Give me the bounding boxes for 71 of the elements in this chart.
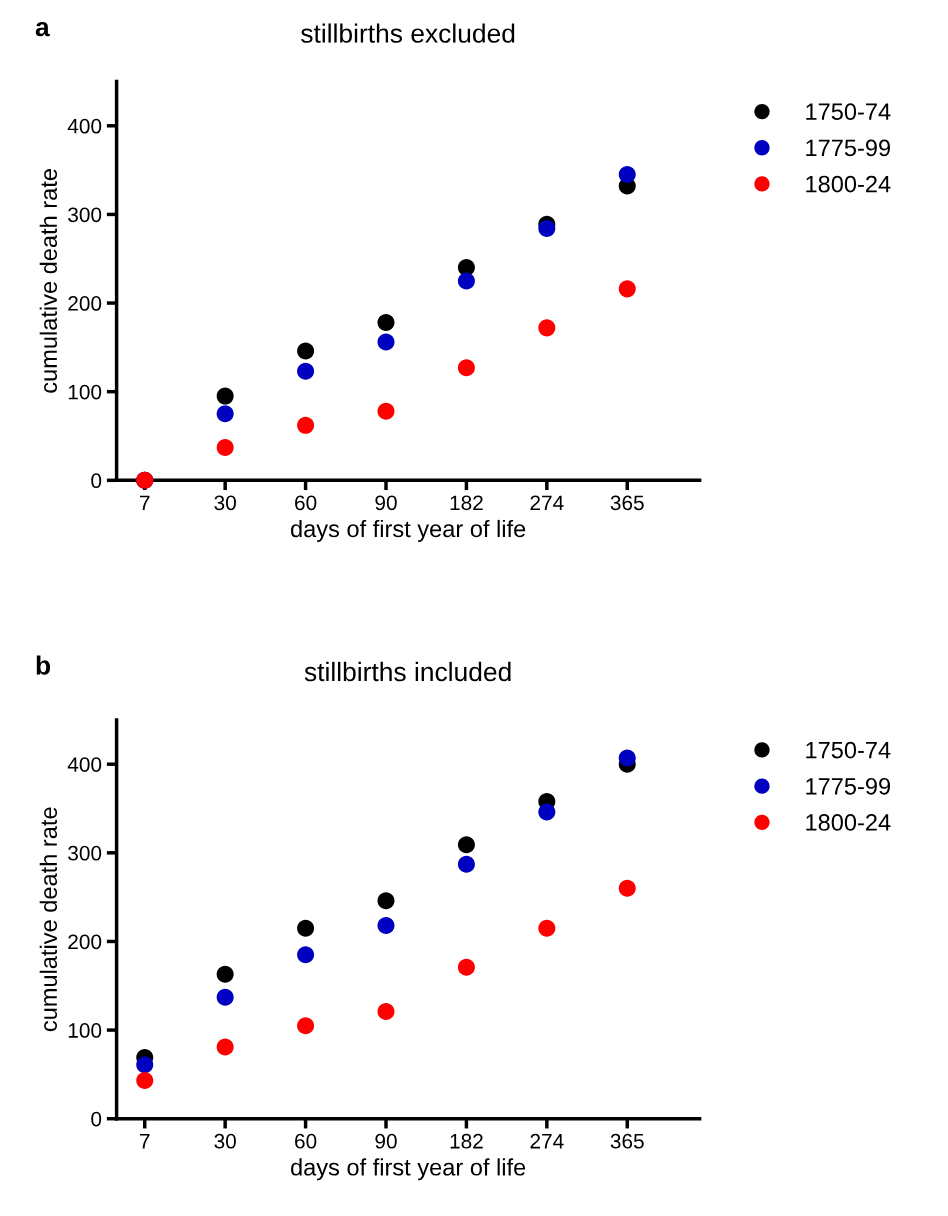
x-tick-label: 60 [295, 495, 317, 511]
y-tick-label: 0 [91, 1111, 102, 1127]
x-tick-label: 182 [450, 1133, 483, 1149]
y-tick-label: 300 [68, 207, 102, 223]
point [216, 405, 234, 423]
y-tick-label: 300 [68, 845, 102, 861]
y-tick-label: 200 [68, 934, 102, 950]
text: a [35, 21, 50, 37]
point [297, 416, 315, 434]
point [457, 836, 475, 854]
point [216, 1038, 234, 1056]
x-tick-label: 274 [530, 495, 564, 510]
point [216, 965, 234, 983]
point [618, 166, 636, 184]
point [538, 319, 556, 337]
x-tick-label: 365 [610, 495, 644, 511]
point [457, 359, 475, 377]
point [377, 402, 395, 420]
x-tick-label: 274 [530, 1133, 564, 1149]
point [538, 919, 556, 937]
y-tick-label: 100 [68, 384, 102, 400]
x-tick-label: 7 [140, 495, 150, 510]
legend-label: 1800-24 [806, 814, 891, 831]
point [538, 220, 556, 238]
x-tick-label: 60 [295, 1133, 317, 1149]
point [216, 988, 234, 1006]
y-tick-label: 400 [67, 118, 102, 134]
point [538, 803, 556, 821]
point [457, 855, 475, 873]
legend-label: 1800-24 [806, 175, 891, 193]
text: b [36, 655, 51, 675]
x-axis-title: days of first year of life [291, 519, 526, 542]
y-tick-label: 0 [91, 473, 102, 489]
legend-label: 1750-74 [806, 103, 891, 121]
y-tick-label: 400 [67, 757, 102, 772]
point [377, 916, 395, 935]
point [377, 892, 395, 910]
legend-label: 1775-99 [806, 777, 891, 795]
x-tick-label: 30 [214, 495, 236, 511]
point [457, 958, 475, 976]
legend-label: 1750-74 [806, 741, 891, 759]
y-axis-title: cumulative death rate [39, 169, 58, 393]
point [136, 1056, 154, 1074]
x-tick-label: 182 [450, 495, 483, 511]
point [297, 946, 315, 964]
x-tick-label: 90 [375, 1133, 397, 1149]
x-tick-label: 30 [214, 1133, 236, 1149]
point [216, 439, 234, 457]
point [297, 1017, 315, 1035]
point [377, 1002, 395, 1020]
x-axis-title: days of first year of life [291, 1158, 526, 1181]
x-tick-label: 7 [140, 1134, 150, 1149]
y-tick-label: 100 [68, 1023, 102, 1038]
chart-title: stillbirths excluded [301, 23, 515, 43]
point [297, 919, 315, 937]
point [297, 362, 315, 380]
y-tick-label: 200 [68, 296, 102, 311]
point [377, 314, 395, 332]
point [618, 280, 636, 298]
x-tick-label: 90 [375, 495, 397, 511]
point [136, 1072, 154, 1090]
chart-title: stillbirths included [304, 661, 511, 682]
point [377, 333, 395, 351]
point [618, 879, 636, 897]
legend-label: 1775-99 [806, 139, 891, 157]
point [457, 272, 475, 290]
point [216, 387, 234, 405]
point [297, 342, 315, 360]
point [618, 749, 636, 767]
y-axis-title: cumulative death rate [39, 807, 58, 1032]
x-tick-label: 365 [610, 1133, 644, 1149]
